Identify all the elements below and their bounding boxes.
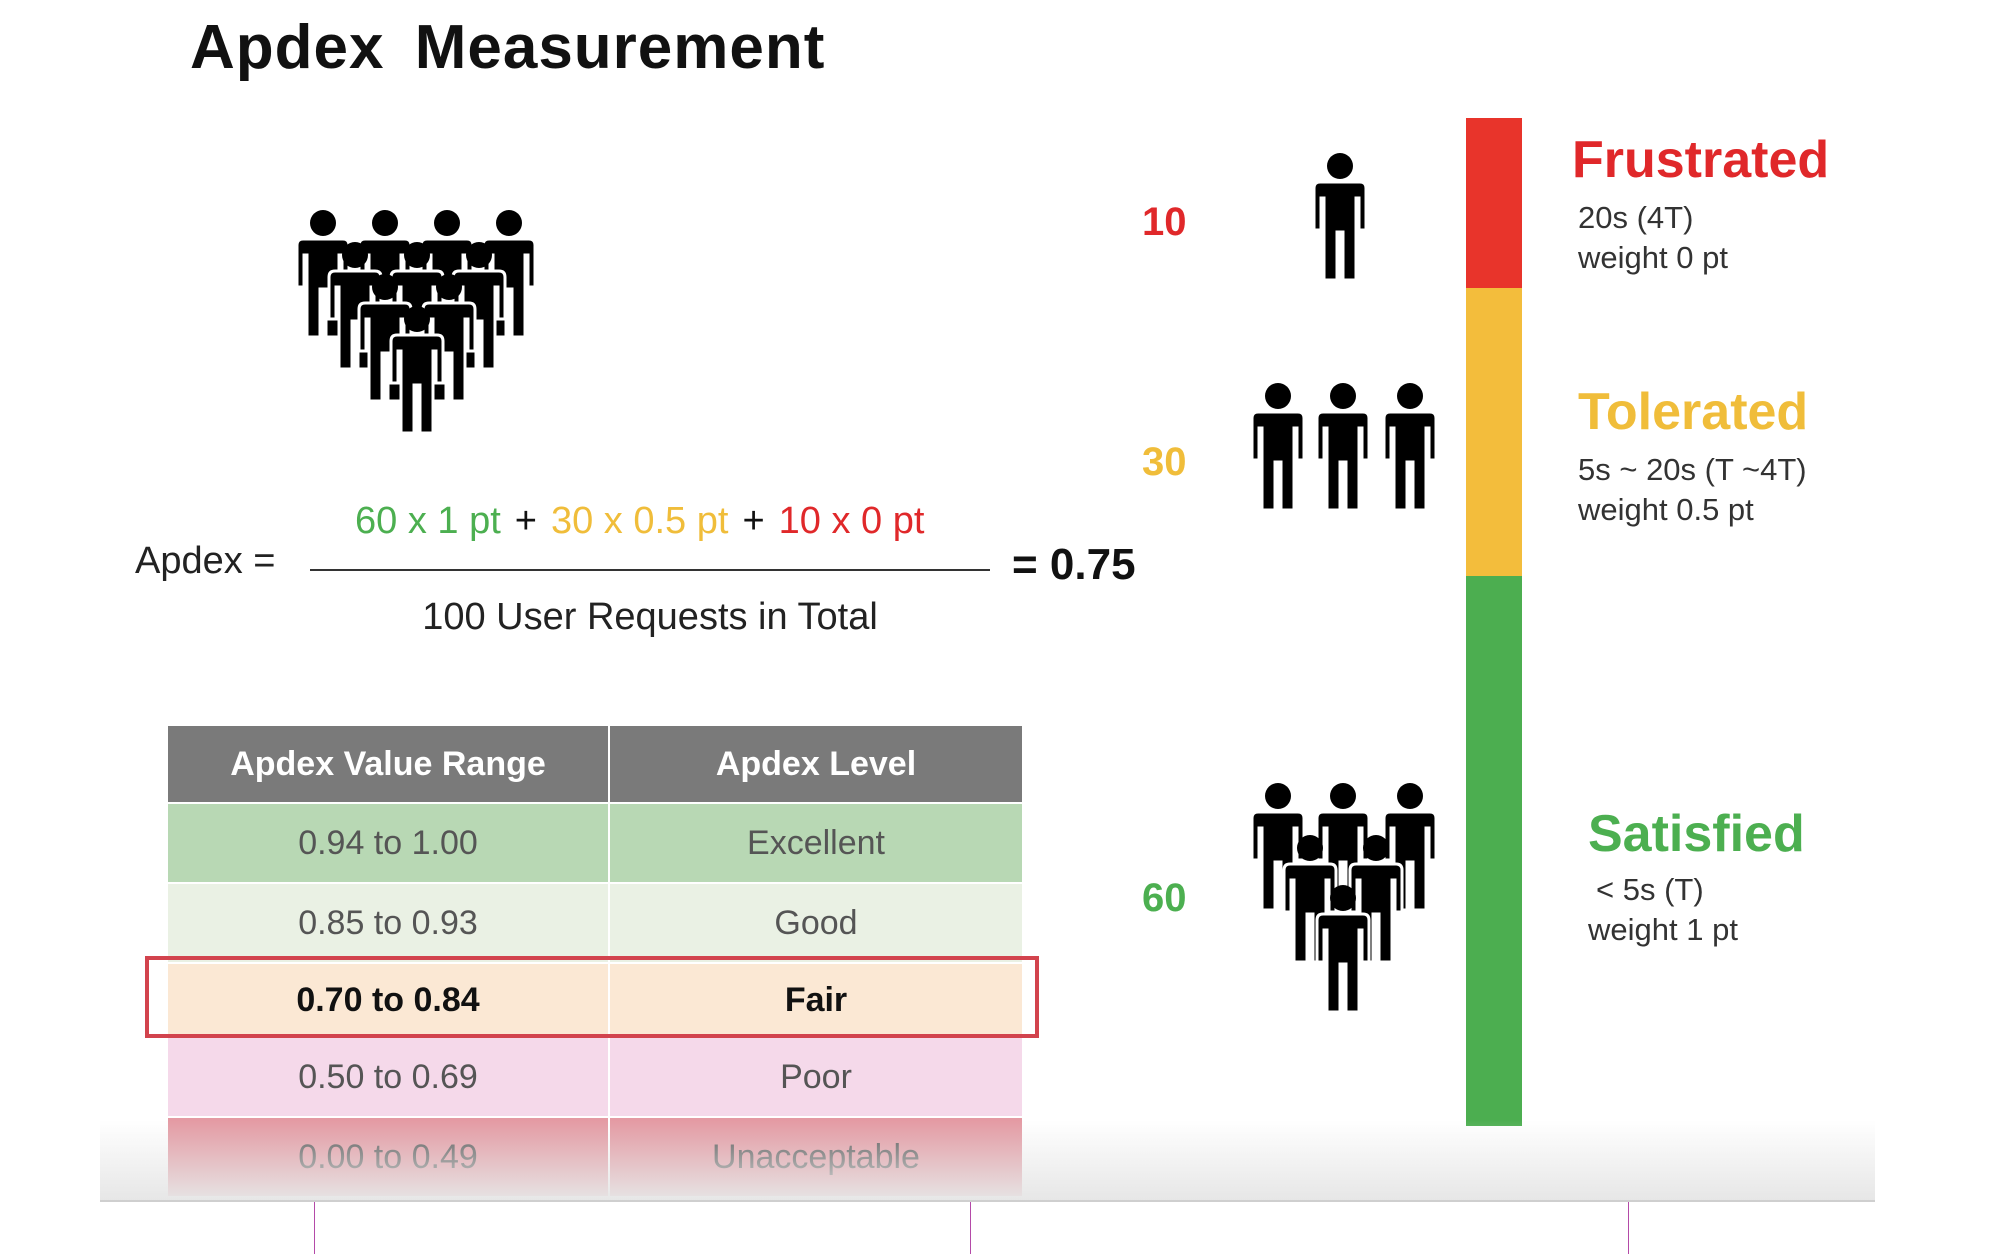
table-row: 0.50 to 0.69 Poor [166,1036,1024,1118]
bottom-divider [100,1200,1875,1202]
tolerated-weight: weight 0.5 pt [1578,492,1754,527]
table-header-row: Apdex Value Range Apdex Level [166,724,1024,804]
table-row: 0.94 to 1.00 Excellent [166,802,1024,884]
tolerated-persons-icon [1250,381,1438,512]
formula-numerator: 60 x 1 pt +30 x 0.5 pt +10 x 0 pt [355,500,938,543]
formula-term: 30 x 0.5 pt [550,500,729,542]
formula-denominator: 100 User Requests in Total [422,596,878,638]
bottom-divider-line [314,1202,315,1254]
tolerated-threshold: 5s ~ 20s (T ~4T) [1578,452,1807,487]
cell-apdex-level: Poor [608,1036,1024,1118]
table-row: 0.70 to 0.84 Fair [166,962,1024,1038]
bottom-fade [100,1120,1875,1202]
satisfied-weight: weight 1 pt [1588,912,1738,947]
frustrated-weight: weight 0 pt [1578,240,1728,275]
cell-apdex-level: Fair [608,962,1024,1038]
cell-apdex-level: Good [608,882,1024,964]
apdex-gauge-bar [1466,118,1522,1126]
apdex-formula-label: Apdex = [135,540,276,582]
bottom-divider-line [970,1202,971,1254]
gauge-tolerated-segment [1466,288,1522,576]
satisfied-count: 60 [1142,876,1187,920]
tolerated-title: Tolerated [1578,383,1809,441]
frustrated-count: 10 [1142,200,1187,244]
frustrated-threshold: 20s (4T) [1578,200,1694,235]
formula-result: = 0.75 [1012,540,1136,589]
formula-term: + [514,500,537,542]
fair-row-highlight [145,956,1039,1038]
satisfied-title: Satisfied [1588,805,1805,863]
page-title: Apdex Measurement [190,13,826,82]
crowd-icon [295,208,537,435]
header-value-range: Apdex Value Range [166,724,610,804]
gauge-satisfied-segment [1466,576,1522,1126]
gauge-frustrated-segment [1466,118,1522,288]
cell-value-range: 0.94 to 1.00 [166,802,610,884]
bottom-divider-line [1628,1202,1629,1254]
cell-value-range: 0.85 to 0.93 [166,882,610,964]
formula-term: 60 x 1 pt [355,500,501,542]
frustrated-person-icon [1312,151,1368,282]
fraction-line [310,569,990,571]
satisfied-crowd-icon [1250,781,1438,1014]
formula-term: + [742,500,765,542]
formula-term: 10 x 0 pt [778,500,925,542]
frustrated-title: Frustrated [1572,131,1830,189]
tolerated-count: 30 [1142,440,1187,484]
table-row: 0.85 to 0.93 Good [166,882,1024,964]
header-apdex-level: Apdex Level [608,724,1024,804]
cell-value-range: 0.50 to 0.69 [166,1036,610,1118]
cell-apdex-level: Excellent [608,802,1024,884]
satisfied-threshold: < 5s (T) [1596,872,1704,907]
